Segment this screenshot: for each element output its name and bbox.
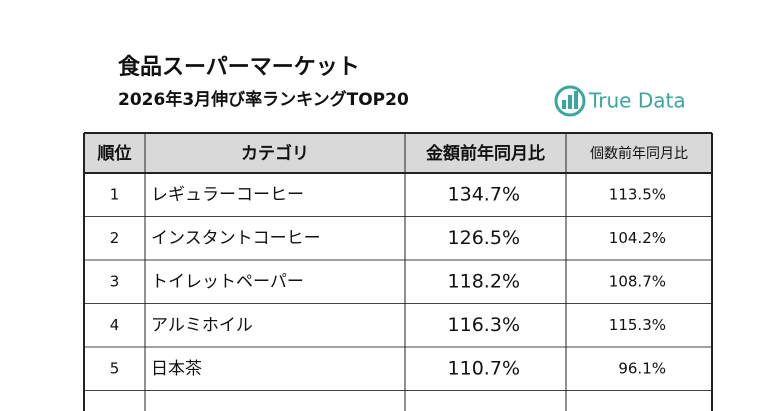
amount-ratio: 116.3% [448,314,520,336]
amount-ratio: 110.7% [448,357,520,379]
logo-bar [562,100,566,109]
category: レギュラーコーヒー [151,185,304,205]
rank: 3 [110,272,120,290]
column-header: 金額前年同月比 [426,143,545,164]
title: 食品スーパーマーケット [118,55,360,80]
count-ratio: 104.2% [609,229,666,247]
column-header: 個数前年同月比 [590,145,688,162]
category: インスタントコーヒー [151,228,321,248]
count-ratio: 96.1% [618,359,666,377]
amount-ratio: 126.5% [448,227,520,249]
logo-bar [574,91,578,109]
column-header: 順位 [98,143,132,164]
category: 日本茶 [151,359,202,379]
count-ratio: 115.3% [609,316,666,334]
logo-text: True Data [588,89,686,113]
column-header: カテゴリ [241,143,309,164]
logo-bar [568,95,572,109]
rank: 2 [110,229,120,247]
count-ratio: 113.5% [609,185,666,203]
table: 順位 カテゴリ 金額前年同月比 個数前年同月比 1 レギュラーコーヒー 134.7% 113.… [83,132,713,411]
rank: 5 [110,359,120,377]
header-bg [84,133,712,173]
count-ratio: 108.7% [609,272,666,290]
category: トイレットペーパー [151,272,304,292]
amount-ratio: 118.2% [448,270,520,292]
logo-ring [554,85,586,117]
logo: True Data [554,85,686,117]
rank: 4 [110,316,120,334]
rank: 1 [110,185,120,203]
category: アルミホイル [151,315,253,335]
subtitle: 2026年3月伸び率ランキングTOP20 [118,89,409,110]
amount-ratio: 134.7% [448,183,520,205]
